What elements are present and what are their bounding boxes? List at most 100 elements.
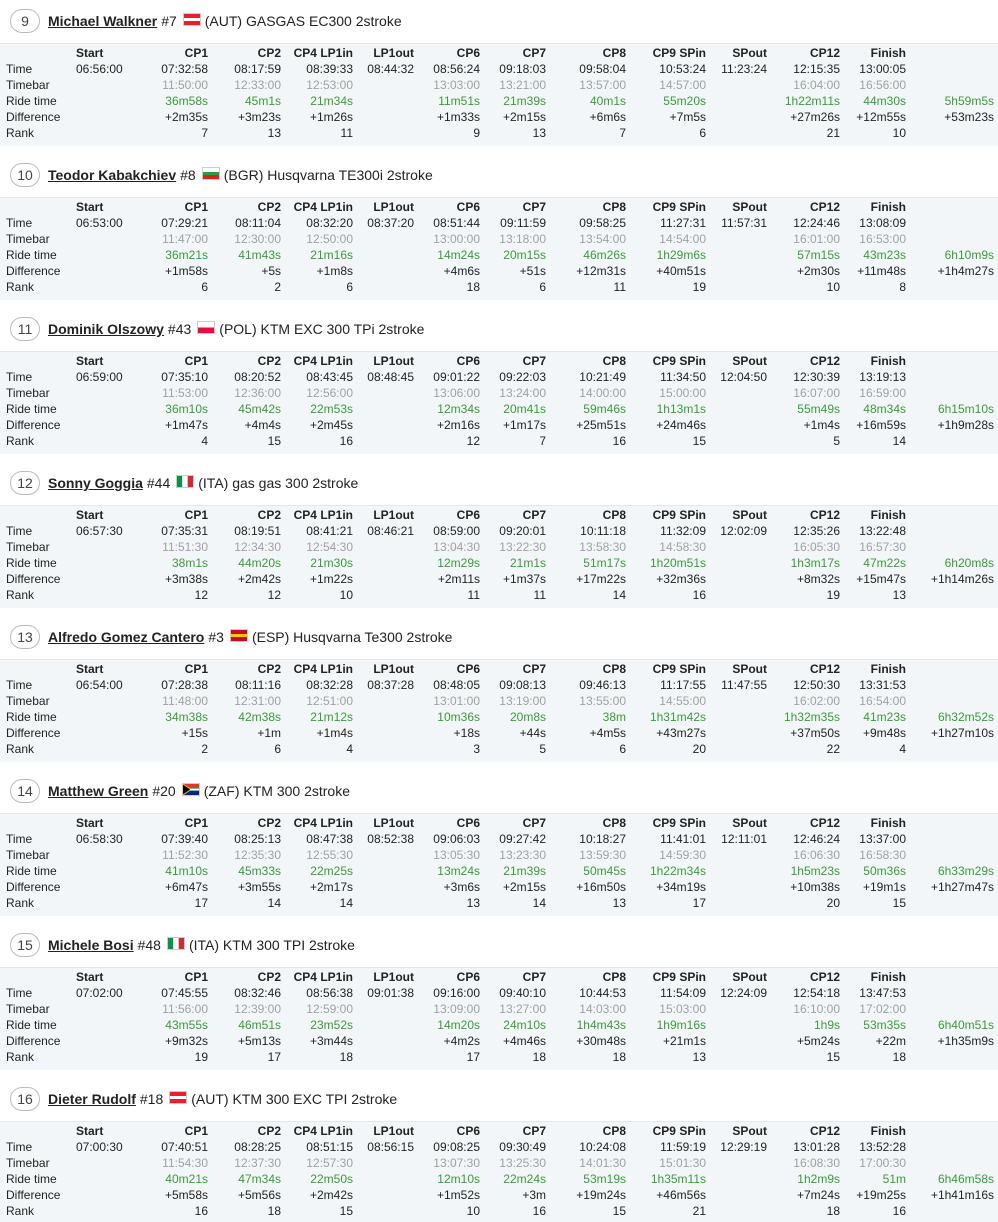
column-header: Start (76, 354, 104, 368)
cell: 16 (612, 434, 626, 448)
cell: 18 (267, 1204, 281, 1218)
row-label: Ride time (6, 556, 57, 570)
cell: 50m36s (863, 864, 906, 878)
position-badge: 9 (10, 9, 40, 33)
rider-block: 12 Sonny Goggia #44 (ITA) gas gas 300 2stro… (0, 465, 998, 619)
cell: 22m50s (310, 1172, 353, 1186)
cell: 07:35:10 (161, 370, 208, 384)
column-header: SPout (732, 46, 767, 60)
rider-name[interactable]: Michael Walkner (48, 13, 158, 29)
column-header: Start (76, 662, 104, 676)
cell: 16:02:00 (793, 694, 840, 708)
cell: +1m52s (436, 1188, 480, 1202)
cell: 16 (692, 588, 706, 602)
cell: 06:57:30 (76, 524, 123, 538)
column-header: CP7 (522, 508, 546, 522)
cell: 12 (194, 588, 208, 602)
cell: 18 (826, 1204, 840, 1218)
rider-name[interactable]: Sonny Goggia (48, 475, 143, 491)
cell: 55m49s (797, 402, 840, 416)
cell: 16:06:30 (793, 848, 840, 862)
cell: 09:01:22 (433, 370, 480, 384)
column-header: CP6 (456, 354, 480, 368)
cell: 21 (826, 126, 840, 140)
cell: 14:01:30 (579, 1156, 626, 1170)
cell: +24m46s (656, 418, 706, 432)
cell: 14:59:30 (659, 848, 706, 862)
cell: 16:10:00 (793, 1002, 840, 1016)
cell: 12m29s (437, 556, 480, 570)
column-header: CP8 (602, 354, 626, 368)
cell: +1m4s (803, 418, 840, 432)
position-badge: 14 (10, 779, 40, 803)
cell: 6 (699, 126, 706, 140)
cell: 12:46:24 (793, 832, 840, 846)
column-header: CP1 (184, 46, 208, 60)
cell: 12m34s (437, 402, 480, 416)
rider-header: 12 Sonny Goggia #44 (ITA) gas gas 300 2stro… (10, 471, 358, 495)
split-table: Start CP1 CP2 CP4 LP1in LP1out CP6 CP7 CP8 CP9 S… (0, 659, 998, 762)
cell: 12:50:00 (306, 232, 353, 246)
column-header: CP8 (602, 970, 626, 984)
cell: +5m13s (237, 1034, 281, 1048)
column-header: Start (76, 816, 104, 830)
cell: 13:21:00 (499, 78, 546, 92)
cell: 1h22m34s (649, 864, 706, 878)
cell: 41m10s (165, 864, 208, 878)
cell: 21m16s (310, 248, 353, 262)
column-header: CP2 (257, 200, 281, 214)
country-flag (166, 937, 185, 953)
cell: 6 (619, 742, 626, 756)
cell: 59m46s (583, 402, 626, 416)
cell: 17 (267, 1050, 281, 1064)
cell: 07:28:38 (161, 678, 208, 692)
cell: 07:00:30 (76, 1140, 123, 1154)
column-header: CP7 (522, 200, 546, 214)
cell: +19m24s (576, 1188, 626, 1202)
cell: +19m1s (862, 880, 906, 894)
cell: 16 (339, 434, 353, 448)
rider-name[interactable]: Matthew Green (48, 783, 149, 799)
rider-name[interactable]: Michele Bosi (48, 937, 134, 953)
column-header: CP9 SPin (652, 354, 706, 368)
cell: 50m45s (583, 864, 626, 878)
cell: 16:59:00 (859, 386, 906, 400)
cell: 15:01:30 (659, 1156, 706, 1170)
rider-name[interactable]: Dominik Olszowy (48, 321, 164, 337)
cell: 4 (899, 742, 906, 756)
split-table: Start CP1 CP2 CP4 LP1in LP1out CP6 CP7 CP8 CP9 S… (0, 351, 998, 454)
cell: 07:35:31 (161, 524, 208, 538)
cell: 11:51:30 (162, 540, 208, 554)
cell: 09:46:13 (579, 678, 626, 692)
cell: 41m43s (238, 248, 281, 262)
cell: +2m15s (502, 110, 546, 124)
cell: 51m17s (583, 556, 626, 570)
cell: 10 (339, 588, 353, 602)
cell: 21m30s (310, 556, 353, 570)
cell: 16:54:00 (859, 694, 906, 708)
column-header: CP8 (602, 508, 626, 522)
cell: +4m5s (589, 726, 626, 740)
cell: 14m24s (437, 248, 480, 262)
column-header: CP9 SPin (652, 200, 706, 214)
rider-name[interactable]: Dieter Rudolf (48, 1091, 136, 1107)
rider-name[interactable]: Alfredo Gomez Cantero (48, 629, 205, 645)
cell: 12:24:09 (720, 986, 767, 1000)
column-header: CP2 (257, 816, 281, 830)
cell: 20m15s (503, 248, 546, 262)
country-flag (197, 321, 216, 337)
row-label: Difference (6, 880, 61, 894)
cell: 11:57:31 (721, 216, 767, 230)
cell: 12:30:39 (793, 370, 840, 384)
cell: 1h4m43s (576, 1018, 626, 1032)
column-header: CP12 (809, 46, 840, 60)
rider-name[interactable]: Teodor Kabakchiev (48, 167, 177, 183)
cell: +2m30s (796, 264, 840, 278)
cell: 46m51s (238, 1018, 281, 1032)
row-label: Time (6, 216, 33, 230)
cell: 47m22s (863, 556, 906, 570)
cell: 16:08:30 (793, 1156, 840, 1170)
row-label: Timebar (6, 540, 50, 554)
column-header: CP7 (522, 662, 546, 676)
column-header: CP9 SPin (652, 970, 706, 984)
